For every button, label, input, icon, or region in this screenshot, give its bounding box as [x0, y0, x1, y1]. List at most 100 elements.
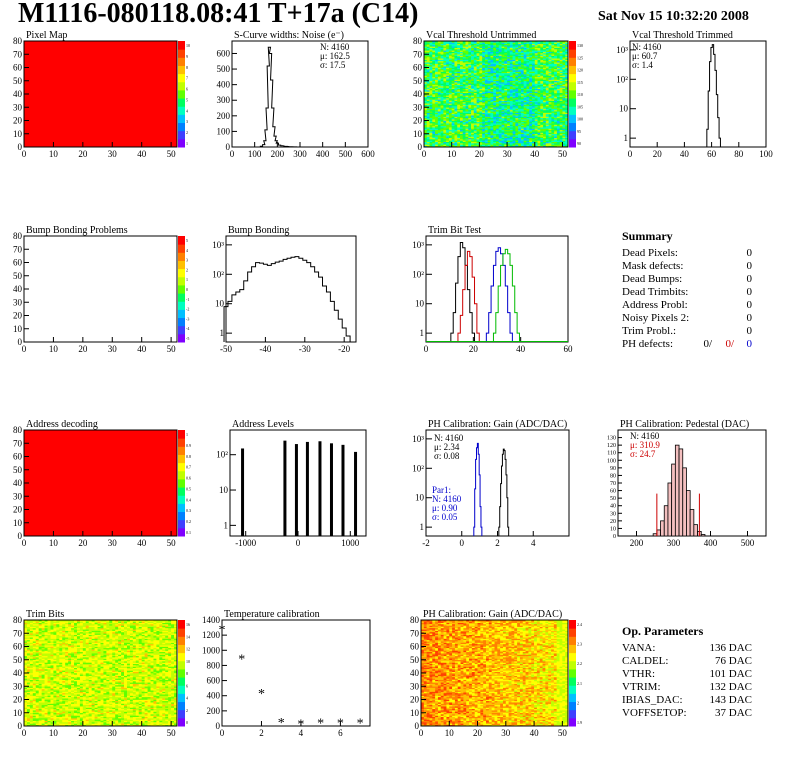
- vcal-untrimmed-cell: [454, 132, 458, 135]
- vcal-untrimmed-cell: [451, 72, 455, 75]
- vcal-untrimmed-cell: [462, 101, 466, 104]
- vcal-untrimmed-cell: [518, 71, 522, 74]
- vcal-untrimmed-cell: [504, 68, 508, 71]
- vcal-untrimmed-cell: [484, 131, 488, 133]
- vcal-untrimmed-cell: [424, 70, 428, 72]
- vcal-untrimmed-cell: [559, 58, 563, 60]
- vcal-untrimmed-cell: [545, 55, 549, 58]
- vcal-untrimmed-cell: [565, 44, 569, 47]
- vcal-untrimmed-cell: [545, 41, 549, 43]
- vcal-untrimmed-cell: [473, 79, 477, 82]
- vcal-untrimmed-cell: [429, 121, 433, 124]
- vcal-untrimmed-cell: [479, 104, 483, 107]
- vcal-untrimmed-cell: [498, 132, 502, 135]
- vcal-untrimmed-cell: [543, 145, 547, 148]
- trim-bits-cell: [41, 643, 45, 646]
- vcal-untrimmed-cell: [543, 71, 547, 74]
- vcal-untrimmed-cell: [559, 43, 563, 46]
- vcal-untrimmed-cell: [526, 97, 530, 100]
- trim-bits-cell: [26, 715, 31, 718]
- vcal-untrimmed-cell: [556, 97, 560, 100]
- vcal-untrimmed-cell: [534, 76, 538, 79]
- vcal-untrimmed-cell: [487, 75, 491, 78]
- vcal-untrimmed-cell: [462, 55, 466, 58]
- vcal-untrimmed-x-label: 40: [530, 149, 540, 159]
- vcal-untrimmed-cell: [556, 103, 560, 105]
- vcal-untrimmed-cell: [526, 48, 530, 51]
- vcal-untrimmed-cell: [540, 75, 544, 78]
- vcal-untrimmed-cell: [437, 66, 441, 68]
- pixel-map-x-label: 50: [167, 149, 177, 159]
- vcal-untrimmed-cell: [545, 91, 549, 93]
- vcal-untrimmed-cell: [462, 76, 466, 79]
- trim-bits-cell: [29, 657, 34, 659]
- vcal-untrimmed-cell: [479, 79, 483, 82]
- vcal-untrimmed-cell: [532, 59, 536, 62]
- trim-bits-cell: [38, 674, 42, 676]
- vcal-untrimmed-cell: [440, 113, 444, 116]
- vcal-untrimmed-cell: [487, 119, 491, 121]
- vcal-untrimmed-cell: [454, 48, 458, 51]
- vcal-untrimmed-cell: [496, 131, 500, 133]
- vcal-untrimmed-cell: [565, 60, 569, 63]
- vcal-untrimmed-cell: [493, 63, 497, 66]
- pixel-map-palette-label: 8: [186, 65, 188, 70]
- vcal-untrimmed-cell: [548, 144, 552, 146]
- vcal-untrimmed-cell: [526, 95, 530, 97]
- vcal-untrimmed-cell: [437, 56, 441, 59]
- vcal-untrimmed-cell: [537, 52, 541, 55]
- bump-problems-frame: [23, 235, 178, 343]
- vcal-untrimmed-cell: [484, 91, 488, 93]
- vcal-untrimmed-cell: [543, 56, 547, 59]
- vcal-untrimmed-cell: [523, 112, 527, 115]
- vcal-untrimmed-cell: [482, 70, 486, 72]
- vcal-untrimmed-cell: [432, 116, 436, 119]
- vcal-untrimmed-cell: [429, 141, 433, 144]
- vcal-untrimmed-cell: [424, 92, 428, 95]
- trim-bits-cell: [38, 649, 42, 651]
- vcal-untrimmed-cell: [523, 107, 527, 109]
- vcal-untrimmed-cell: [490, 50, 494, 52]
- trim-bits-cell: [41, 712, 45, 715]
- trim-bits-cell: [38, 642, 42, 645]
- vcal-untrimmed-cell: [448, 79, 452, 82]
- vcal-untrimmed-cell: [512, 42, 516, 44]
- vcal-untrimmed-cell: [498, 43, 502, 46]
- vcal-untrimmed-cell: [554, 55, 558, 58]
- trim-bits-cell: [26, 662, 31, 665]
- trim-bits-cell: [26, 703, 31, 706]
- trim-bits-cell: [26, 704, 31, 707]
- vcal-untrimmed-cell: [512, 82, 516, 84]
- vcal-untrimmed-cell: [526, 141, 530, 144]
- vcal-untrimmed-cell: [443, 87, 447, 89]
- vcal-untrimmed-cell: [501, 87, 505, 89]
- vcal-untrimmed-cell: [551, 100, 555, 103]
- vcal-untrimmed-cell: [504, 62, 508, 64]
- vcal-untrimmed-cell: [504, 50, 508, 52]
- vcal-untrimmed-cell: [545, 42, 549, 44]
- vcal-untrimmed-cell: [484, 99, 488, 101]
- vcal-untrimmed-cell: [462, 70, 466, 72]
- vcal-untrimmed-cell: [526, 124, 530, 127]
- vcal-untrimmed-cell: [496, 104, 500, 107]
- vcal-untrimmed-cell: [534, 86, 538, 88]
- vcal-untrimmed-cell: [451, 101, 455, 104]
- vcal-untrimmed-cell: [476, 78, 480, 80]
- vcal-untrimmed-cell: [529, 139, 533, 141]
- trim-bits-cell: [35, 690, 40, 692]
- vcal-untrimmed-cell: [562, 66, 566, 68]
- vcal-untrimmed-cell: [551, 109, 555, 112]
- vcal-untrimmed-cell: [515, 120, 519, 123]
- vcal-untrimmed-cell: [559, 80, 563, 83]
- vcal-untrimmed-cell: [429, 137, 433, 140]
- vcal-untrimmed-cell: [451, 75, 455, 78]
- vcal-untrimmed-cell: [512, 99, 516, 101]
- vcal-untrimmed-cell: [543, 144, 547, 146]
- vcal-untrimmed-cell: [529, 80, 533, 83]
- trim-bits-cell: [38, 690, 42, 692]
- vcal-untrimmed-cell: [429, 51, 433, 54]
- bump-problems-y-label: 10: [13, 324, 23, 334]
- vcal-untrimmed-cell: [540, 50, 544, 52]
- vcal-untrimmed-cell: [446, 78, 450, 80]
- vcal-untrimmed-cell: [471, 111, 475, 113]
